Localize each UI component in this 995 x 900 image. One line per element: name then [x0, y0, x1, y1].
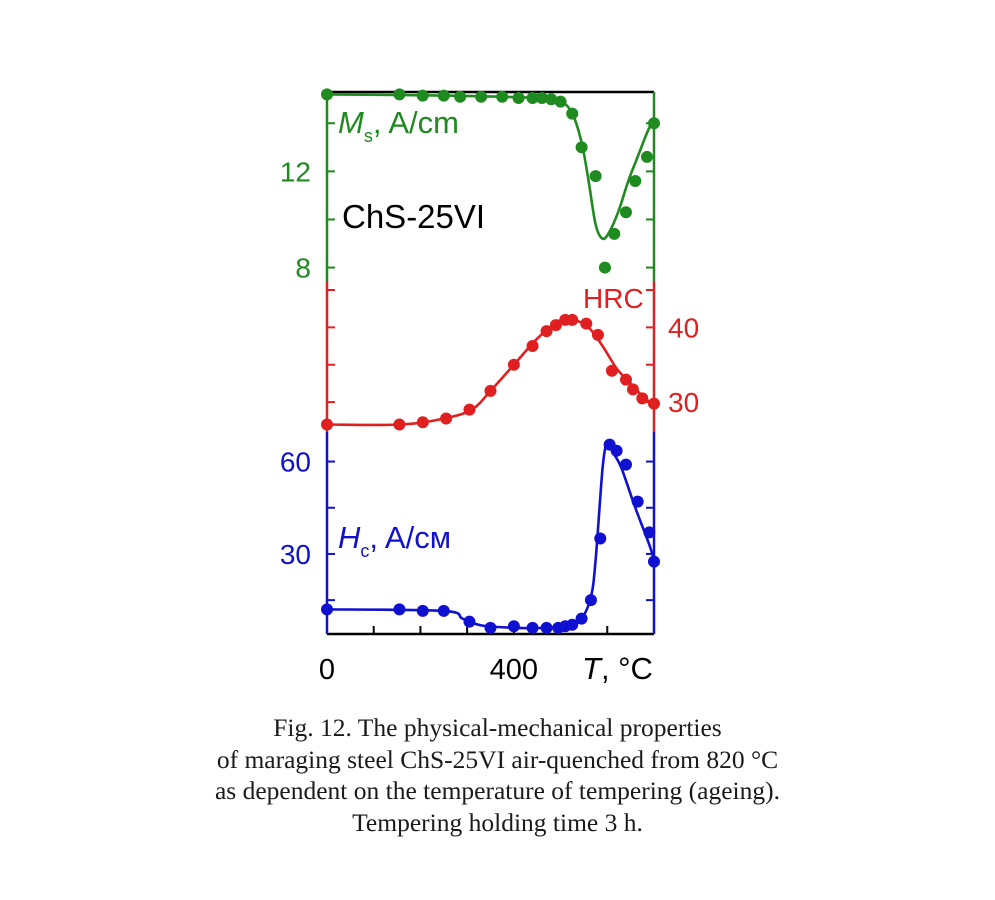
Ms-unit: , A/cm [373, 105, 459, 140]
Hc-data-point [393, 603, 406, 616]
Hc-data-point [643, 526, 656, 539]
hrc-label: HRC [583, 283, 644, 314]
HRC-data-point [463, 403, 476, 416]
HRC-data-point [507, 358, 520, 371]
x-axis-unit: , °C [601, 651, 653, 686]
Ms-data-point [437, 89, 450, 102]
HRC-data-point [605, 364, 618, 377]
Ms-data-point [526, 92, 539, 105]
Hc-symbol: H [338, 520, 361, 555]
HRC-curve [326, 317, 655, 427]
Hc-unit: , A/см [369, 520, 451, 555]
Ms-data-point [321, 88, 333, 101]
HRC-data-point [526, 340, 539, 353]
Ms-data-point [629, 174, 642, 187]
Ms-data-point [640, 150, 653, 163]
x-axis-symbol: T [582, 651, 603, 686]
Hc-data-point [321, 603, 333, 616]
Ms-data-point [496, 90, 509, 103]
Ms-symbol: M [338, 105, 364, 140]
Ms-data-point [566, 107, 579, 120]
Hc-data-point [610, 444, 623, 457]
Ms-data-point [619, 206, 632, 219]
HRC-data-point [416, 416, 429, 429]
HRC-tick-label: 40 [668, 312, 699, 343]
Hc-data-point [566, 618, 579, 631]
HRC-data-point [321, 418, 333, 431]
HRC-data-point [636, 392, 649, 405]
x-tick-label: 400 [490, 654, 538, 686]
caption-line: of maraging steel ChS-25VI air-quenched … [216, 744, 779, 774]
Hc-data-point [619, 458, 632, 471]
Hc-tick-label: 30 [280, 539, 311, 570]
Hc-data-point [507, 620, 520, 633]
HRC-data-point [619, 373, 632, 386]
Ms-data-point [554, 95, 567, 108]
Hc-data-point [463, 615, 476, 628]
Ms-data-point [512, 92, 525, 105]
Hc-data-point [584, 594, 597, 607]
caption-line: Fig. 12. The physical-mechanical propert… [273, 713, 722, 742]
HRC-data-point [549, 319, 562, 332]
figure-caption: Fig. 12. The physical-mechanical propert… [0, 712, 995, 838]
Ms-subscript: s [364, 126, 373, 146]
caption-line: as dependent on the temperature of tempe… [214, 776, 781, 805]
figure-label: ChS-25VI [342, 198, 485, 235]
HRC-data-point [540, 325, 553, 338]
Ms-data-point [475, 90, 488, 103]
Hc-data-point [575, 612, 588, 625]
Ms-data-point [589, 170, 602, 183]
HRC-data-point [626, 383, 639, 396]
Ms-data-point [454, 90, 467, 103]
HRC-tick-label: 30 [668, 387, 699, 418]
Ms-data-point [416, 89, 429, 102]
Hc-data-point [540, 621, 553, 634]
caption-line: Tempering holding time 3 h. [352, 807, 643, 837]
Ms-data-point [598, 261, 611, 274]
x-tick-label: 0 [319, 654, 335, 686]
Hc-data-point [594, 532, 607, 545]
Hc-data-point [526, 621, 539, 634]
Hc-axis-label: Hc, A/см [338, 520, 451, 561]
Hc-subscript: c [360, 541, 369, 561]
Hc-tick-label: 60 [280, 447, 311, 478]
Hc-data-point [416, 604, 429, 617]
HRC-data-point [648, 397, 660, 410]
Ms-data-point [535, 92, 548, 105]
Ms-data-point [575, 141, 588, 154]
Hc-data-point [648, 555, 660, 568]
HRC-data-point [580, 317, 593, 330]
Hc-data-point [437, 604, 450, 617]
chart-labels: ChS-25VI 0 400 T, °C 8 12 Ms, A/cm 30 40 HRC 30 60… [280, 105, 699, 686]
HRC-data-point [393, 418, 406, 431]
Hc-data-point [484, 621, 497, 634]
Hc-data-point [631, 495, 644, 508]
HRC-data-point [591, 328, 604, 341]
HRC-data-point [484, 384, 497, 397]
chart-points [321, 88, 660, 634]
x-axis-label: T, °C [582, 651, 653, 686]
Ms-axis-label: Ms, A/cm [338, 105, 459, 146]
HRC-data-point [566, 313, 579, 326]
HRC-data-point [440, 412, 453, 425]
Ms-data-point [608, 227, 621, 240]
Ms-data-point [393, 88, 406, 101]
Ms-data-point [648, 117, 660, 130]
Ms-data-point [545, 93, 558, 106]
Ms-tick-label: 12 [280, 156, 311, 187]
Ms-tick-label: 8 [295, 253, 311, 284]
